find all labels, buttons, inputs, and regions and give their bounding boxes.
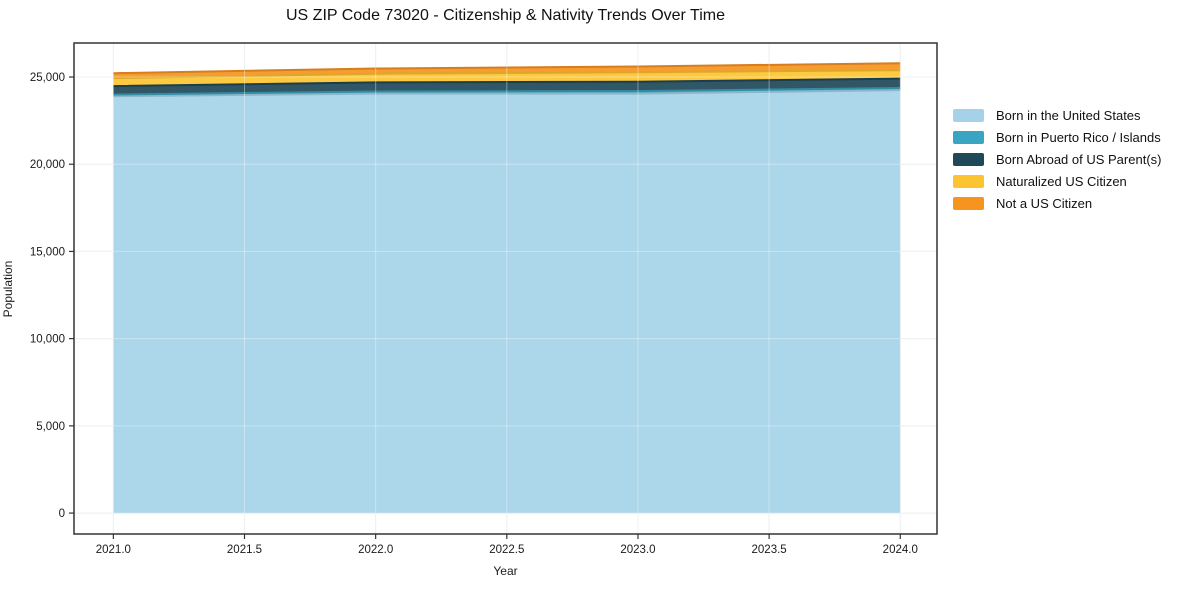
area-topline-born-us [113,89,901,98]
x-axis-label: Year [493,564,518,578]
x-tick-label: 2023.5 [752,544,787,556]
area-topline-born-pr-islands [113,87,901,96]
legend-item-naturalized: Naturalized US Citizen [953,170,1161,192]
legend-swatch-born-us [953,108,984,122]
x-tick-label: 2022.5 [489,544,524,556]
legend-label: Born Abroad of US Parent(s) [996,151,1162,167]
legend-swatch-naturalized [953,174,984,188]
legend-label: Born in the United States [996,107,1141,123]
x-tick-label: 2023.0 [620,544,655,556]
y-tick-label: 5,000 [36,421,65,433]
legend-item-born-pr-islands: Born in Puerto Rico / Islands [953,126,1161,148]
x-tick-label: 2021.0 [96,544,131,556]
legend-label: Born in Puerto Rico / Islands [996,129,1161,145]
legend-swatch-born-abroad [953,152,984,166]
y-tick-label: 25,000 [30,72,65,84]
chart-title: US ZIP Code 73020 - Citizenship & Nativi… [286,7,725,24]
x-tick-label: 2022.0 [358,544,393,556]
area-born-us [113,90,901,514]
legend-label: Naturalized US Citizen [996,173,1127,189]
legend-item-not-citizen: Not a US Citizen [953,192,1161,214]
area-topline-naturalized [113,69,901,80]
x-tick-label: 2024.0 [883,544,918,556]
area-topline-born-abroad [113,77,901,88]
legend-label: Not a US Citizen [996,195,1093,211]
area-born-abroad [113,78,901,95]
y-tick-label: 0 [59,508,65,520]
legend-swatch-not-citizen [953,196,984,210]
legend-item-born-us: Born in the United States [953,104,1161,126]
legend-swatch-born-pr-islands [953,130,984,144]
y-tick-label: 15,000 [30,246,65,258]
plot-border [73,42,938,535]
area-naturalized [113,70,901,87]
legend-item-born-abroad: Born Abroad of US Parent(s) [953,148,1161,170]
legend: Born in the United States Born in Puerto … [953,104,1161,214]
y-tick-label: 20,000 [30,159,65,171]
y-tick-label: 10,000 [30,334,65,346]
x-tick-label: 2021.5 [227,544,262,556]
area-topline-not-citizen [113,62,901,75]
